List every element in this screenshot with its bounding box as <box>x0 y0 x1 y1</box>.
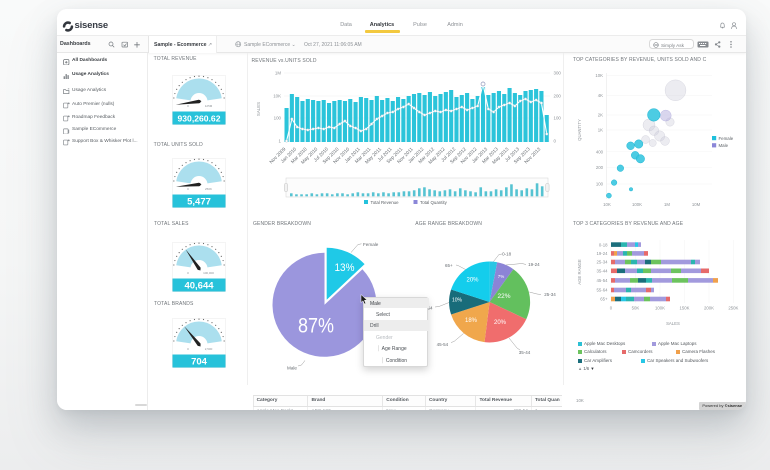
svg-text:250K: 250K <box>205 187 212 191</box>
svg-text:400: 400 <box>596 149 604 154</box>
svg-text:704: 704 <box>191 357 208 368</box>
svg-text:13%: 13% <box>335 262 355 274</box>
svg-text:55-64: 55-64 <box>425 306 433 311</box>
svg-text:2,500: 2,500 <box>205 347 213 351</box>
svg-text:0-18: 0-18 <box>599 242 608 247</box>
svg-text:10%: 10% <box>452 298 463 304</box>
svg-text:35-44: 35-44 <box>519 350 531 355</box>
svg-text:0-18: 0-18 <box>502 252 512 257</box>
svg-text:5,477: 5,477 <box>187 197 211 208</box>
svg-text:SALES: SALES <box>666 321 680 326</box>
svg-text:300: 300 <box>554 71 562 76</box>
svg-text:7%: 7% <box>498 274 505 279</box>
svg-text:100K: 100K <box>655 306 665 311</box>
svg-text:1K: 1K <box>598 128 603 133</box>
svg-text:1M: 1M <box>275 71 281 76</box>
svg-text:50K: 50K <box>632 306 640 311</box>
svg-text:55-64: 55-64 <box>597 288 609 293</box>
svg-text:65+: 65+ <box>445 263 453 268</box>
svg-text:19-24: 19-24 <box>528 262 540 267</box>
svg-text:10K: 10K <box>603 202 611 207</box>
svg-text:Total Quantity: Total Quantity <box>420 200 448 205</box>
svg-text:20%: 20% <box>494 320 507 326</box>
svg-text:Female: Female <box>363 242 379 247</box>
svg-text:45-54: 45-54 <box>437 342 449 347</box>
svg-text:18%: 18% <box>465 318 478 324</box>
svg-text:10K: 10K <box>595 73 603 78</box>
svg-text:250K: 250K <box>728 306 738 311</box>
svg-text:0: 0 <box>610 306 613 311</box>
svg-text:25-34: 25-34 <box>597 260 609 265</box>
svg-text:10K: 10K <box>273 94 281 99</box>
svg-text:200: 200 <box>554 94 562 99</box>
svg-text:4K: 4K <box>598 93 603 98</box>
svg-text:0: 0 <box>187 104 189 108</box>
svg-text:100: 100 <box>274 116 282 121</box>
svg-text:10M: 10M <box>692 202 701 207</box>
svg-text:QUANTITY: QUANTITY <box>577 119 582 141</box>
svg-text:125M: 125M <box>205 104 213 108</box>
svg-text:100: 100 <box>596 182 604 187</box>
svg-text:SALES: SALES <box>256 102 261 116</box>
svg-text:19-24: 19-24 <box>597 251 609 256</box>
svg-text:0: 0 <box>554 139 557 144</box>
svg-text:65+: 65+ <box>600 297 608 302</box>
svg-text:87%: 87% <box>298 314 334 338</box>
svg-text:Male: Male <box>287 366 297 371</box>
svg-text:0: 0 <box>187 187 189 191</box>
svg-text:22%: 22% <box>497 293 510 300</box>
svg-text:20%: 20% <box>466 278 479 284</box>
svg-text:200K: 200K <box>704 306 714 311</box>
svg-text:930,260.62: 930,260.62 <box>177 114 220 124</box>
svg-text:1: 1 <box>279 139 282 144</box>
svg-text:35-44: 35-44 <box>597 269 609 274</box>
svg-text:40,644: 40,644 <box>184 281 214 292</box>
svg-text:150K: 150K <box>679 306 689 311</box>
svg-text:2K: 2K <box>598 113 603 118</box>
svg-text:25-34: 25-34 <box>544 292 556 297</box>
svg-text:0: 0 <box>187 347 189 351</box>
svg-text:100K: 100K <box>632 202 642 207</box>
svg-text:Total Revenue: Total Revenue <box>371 200 400 205</box>
svg-text:1M: 1M <box>664 202 670 207</box>
svg-text:100,000: 100,000 <box>203 271 214 275</box>
svg-text:100: 100 <box>554 116 562 121</box>
svg-text:45-54: 45-54 <box>597 278 609 283</box>
svg-text:Male: Male <box>719 143 729 148</box>
svg-text:Female: Female <box>719 136 734 141</box>
svg-text:0: 0 <box>187 271 189 275</box>
svg-text:200: 200 <box>596 165 604 170</box>
svg-text:AGE RANGE: AGE RANGE <box>577 259 582 285</box>
